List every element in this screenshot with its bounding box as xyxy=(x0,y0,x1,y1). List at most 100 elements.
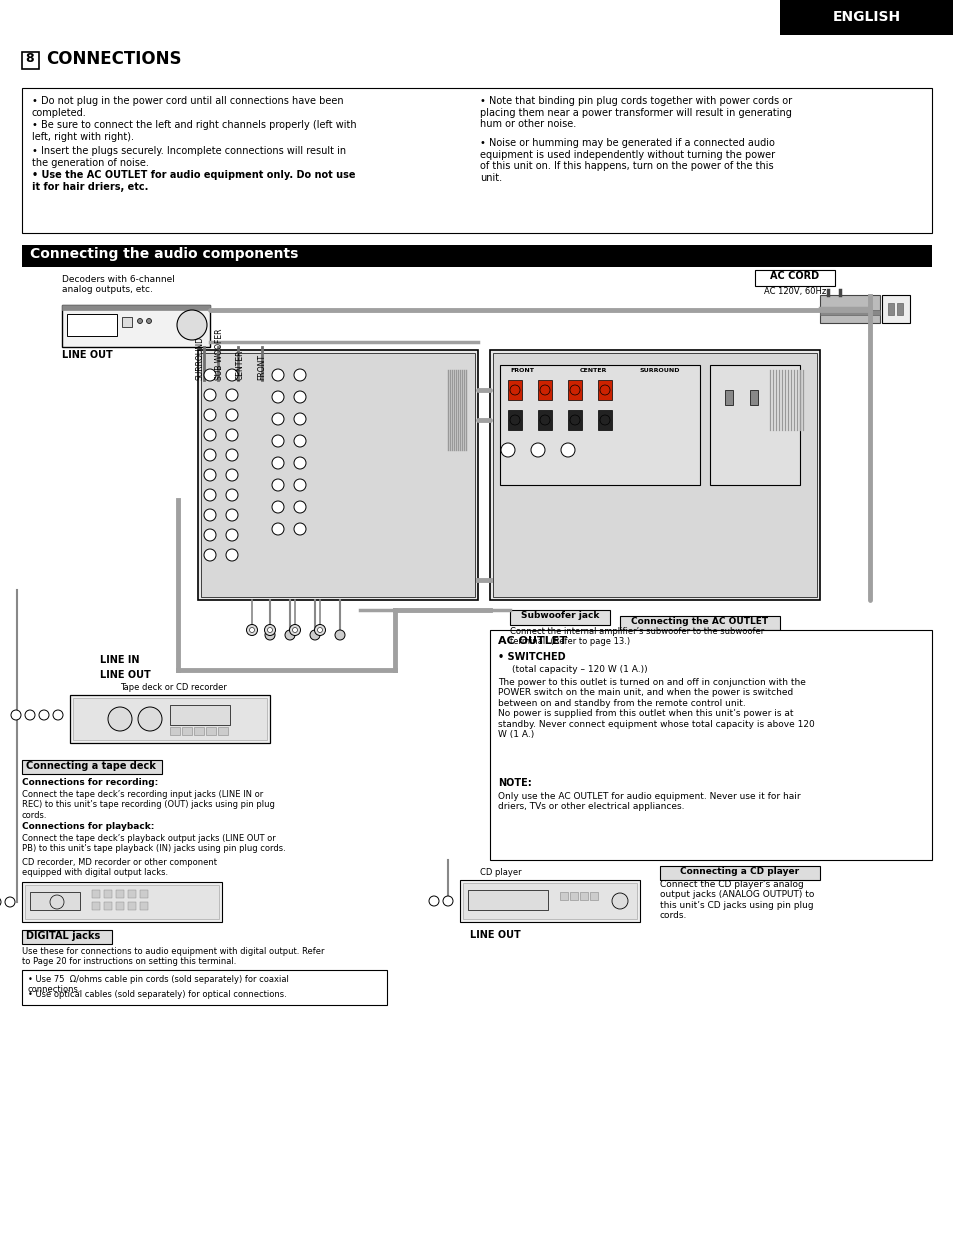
Bar xyxy=(490,630,931,860)
Text: Connections for playback:: Connections for playback: xyxy=(22,823,154,831)
Text: Tape deck or CD recorder: Tape deck or CD recorder xyxy=(120,683,227,691)
Bar xyxy=(170,727,180,735)
Circle shape xyxy=(539,385,550,395)
Bar xyxy=(206,727,215,735)
Bar xyxy=(122,317,132,327)
Circle shape xyxy=(204,529,215,541)
Bar xyxy=(91,889,100,898)
Circle shape xyxy=(560,443,575,456)
Circle shape xyxy=(177,310,207,340)
Bar xyxy=(559,892,567,901)
Circle shape xyxy=(294,501,306,513)
Circle shape xyxy=(147,318,152,324)
Bar xyxy=(62,306,210,310)
Bar xyxy=(22,245,931,267)
Text: LINE IN: LINE IN xyxy=(100,656,139,666)
Text: • Be sure to connect the left and right channels properly (left with
left, right: • Be sure to connect the left and right … xyxy=(32,120,356,141)
Circle shape xyxy=(226,529,237,541)
Circle shape xyxy=(204,549,215,562)
Bar xyxy=(70,695,270,743)
Circle shape xyxy=(5,897,15,907)
Bar xyxy=(182,727,192,735)
Text: Subwoofer jack: Subwoofer jack xyxy=(520,611,598,620)
Text: Connect the tape deck’s playback output jacks (LINE OUT or
PB) to this unit’s ta: Connect the tape deck’s playback output … xyxy=(22,834,286,854)
Circle shape xyxy=(293,627,297,632)
Bar xyxy=(619,616,780,630)
Bar xyxy=(218,727,228,735)
Bar xyxy=(201,353,475,597)
Text: Use these for connections to audio equipment with digital output. Refer
to Page : Use these for connections to audio equip… xyxy=(22,948,324,966)
Text: • Noise or humming may be generated if a connected audio
equipment is used indep: • Noise or humming may be generated if a… xyxy=(479,139,774,183)
Circle shape xyxy=(539,414,550,426)
Bar xyxy=(25,884,219,919)
Bar xyxy=(116,902,124,910)
Circle shape xyxy=(314,625,325,636)
Bar xyxy=(67,314,117,336)
Text: Connections for recording:: Connections for recording: xyxy=(22,778,158,787)
Text: NOTE:: NOTE: xyxy=(497,778,531,788)
Bar xyxy=(140,902,148,910)
Text: Decoders with 6-channel
analog outputs, etc.: Decoders with 6-channel analog outputs, … xyxy=(62,275,174,294)
Circle shape xyxy=(294,413,306,426)
Text: The power to this outlet is turned on and off in conjunction with the
POWER swit: The power to this outlet is turned on an… xyxy=(497,678,814,738)
Text: • Note that binding pin plug cords together with power cords or
placing them nea: • Note that binding pin plug cords toget… xyxy=(479,96,791,129)
Text: Connect the tape deck’s recording input jacks (LINE IN or
REC) to this unit’s ta: Connect the tape deck’s recording input … xyxy=(22,790,274,820)
Circle shape xyxy=(265,630,274,640)
Circle shape xyxy=(272,501,284,513)
Bar xyxy=(22,52,39,69)
Circle shape xyxy=(204,508,215,521)
Circle shape xyxy=(226,369,237,381)
Text: • Use the AC OUTLET for audio equipment only. Do not use
it for hair driers, etc: • Use the AC OUTLET for audio equipment … xyxy=(32,169,355,192)
Bar xyxy=(104,889,112,898)
Bar xyxy=(896,303,902,315)
Bar xyxy=(91,902,100,910)
Text: FRONT: FRONT xyxy=(510,367,534,374)
Circle shape xyxy=(510,385,519,395)
Text: LINE OUT: LINE OUT xyxy=(62,350,112,360)
Bar xyxy=(459,880,639,922)
Circle shape xyxy=(226,469,237,481)
Circle shape xyxy=(226,429,237,442)
Circle shape xyxy=(39,710,49,720)
Circle shape xyxy=(272,435,284,447)
Bar xyxy=(882,294,909,323)
Circle shape xyxy=(569,385,579,395)
Circle shape xyxy=(25,710,35,720)
Circle shape xyxy=(267,627,273,632)
Text: CENTER: CENTER xyxy=(235,350,244,380)
Bar xyxy=(198,350,477,600)
Circle shape xyxy=(569,414,579,426)
Circle shape xyxy=(264,625,275,636)
Text: • SWITCHED: • SWITCHED xyxy=(497,652,565,662)
Circle shape xyxy=(294,369,306,381)
Bar xyxy=(709,365,800,485)
Circle shape xyxy=(226,508,237,521)
Bar xyxy=(579,892,587,901)
Circle shape xyxy=(204,429,215,442)
Text: AC OUTLET: AC OUTLET xyxy=(497,636,566,646)
Circle shape xyxy=(204,449,215,461)
Text: DIGITAL jacks: DIGITAL jacks xyxy=(26,931,100,941)
Text: Only use the AC OUTLET for audio equipment. Never use it for hair
driers, TVs or: Only use the AC OUTLET for audio equipme… xyxy=(497,792,800,811)
Bar xyxy=(537,409,552,430)
Text: FRONT: FRONT xyxy=(257,354,266,380)
Bar xyxy=(537,380,552,400)
Circle shape xyxy=(500,443,515,456)
Bar xyxy=(493,353,816,597)
Text: Connecting a tape deck: Connecting a tape deck xyxy=(26,761,155,771)
Text: SURROUND: SURROUND xyxy=(195,336,204,380)
Bar xyxy=(598,380,612,400)
Circle shape xyxy=(204,489,215,501)
Circle shape xyxy=(204,369,215,381)
Text: 8: 8 xyxy=(26,52,34,66)
Circle shape xyxy=(294,479,306,491)
Text: Connecting the AC OUTLET: Connecting the AC OUTLET xyxy=(631,617,768,626)
Text: Connecting a CD player: Connecting a CD player xyxy=(679,867,799,876)
Text: • Insert the plugs securely. Incomplete connections will result in
the generatio: • Insert the plugs securely. Incomplete … xyxy=(32,146,346,167)
Bar xyxy=(598,409,612,430)
Bar xyxy=(22,930,112,944)
Circle shape xyxy=(335,630,345,640)
Bar xyxy=(567,409,581,430)
Circle shape xyxy=(294,435,306,447)
Circle shape xyxy=(272,391,284,403)
